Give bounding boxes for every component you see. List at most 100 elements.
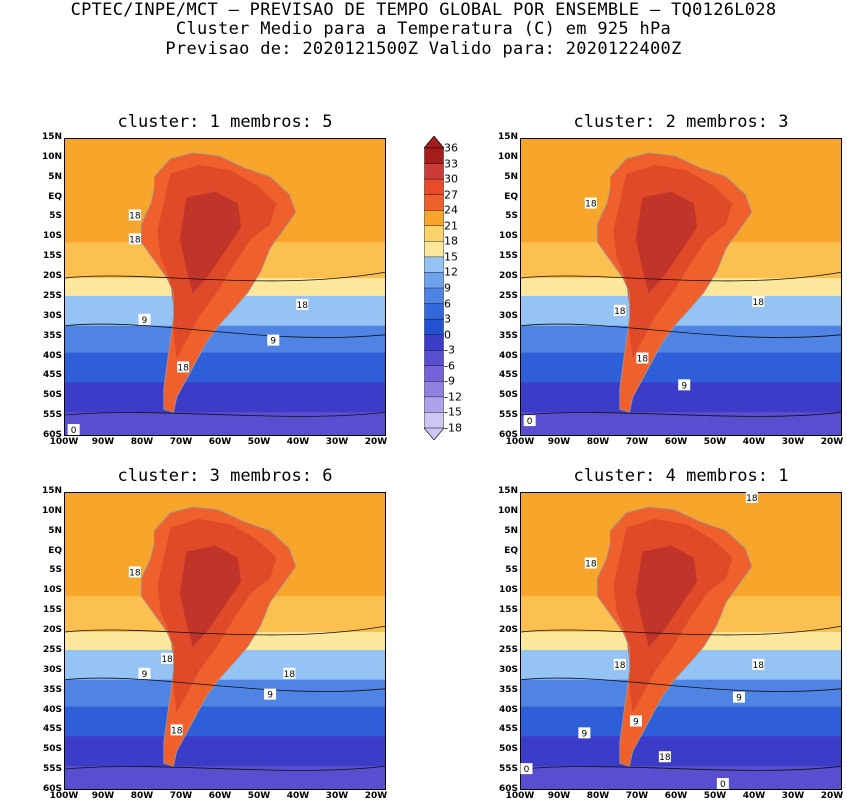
latitude-label: 60S	[42, 430, 62, 440]
contour-label: 18	[161, 655, 173, 665]
latitude-label: 35S	[498, 330, 518, 341]
colorbar-svg	[423, 135, 445, 441]
temperature-band	[520, 706, 842, 737]
colorbar-label: -18	[444, 421, 462, 435]
latitude-label: 10N	[41, 151, 62, 162]
colorbar	[423, 135, 445, 441]
latitude-label: 50S	[42, 390, 62, 401]
temperature-band	[64, 736, 386, 767]
map-panel-3: 18 18 18 9 9 18	[64, 492, 386, 790]
isotherm-0	[520, 765, 842, 771]
contour-label-bg	[732, 691, 745, 703]
contour-label-bg	[267, 334, 280, 346]
contour-label: 18	[614, 661, 626, 671]
colorbar-label: 12	[444, 265, 458, 279]
latitude-label: 5S	[49, 211, 62, 222]
contour-label-bg	[678, 379, 691, 391]
map-svg: 18 18 18 18 9 9 18 9 0 0	[520, 492, 842, 790]
map-header-line1: CPTEC/INPE/MCT – PREVISAO DE TEMPO GLOBA…	[70, 0, 777, 20]
panel-title-1: cluster: 1 membros: 5	[117, 112, 333, 132]
map-panel-2: 18 18 18 9 18 0	[520, 138, 842, 436]
latitude-label: 55S	[498, 410, 518, 421]
contour-label: 18	[284, 670, 296, 680]
latitude-label: 10N	[41, 505, 62, 516]
contour-label: 18	[753, 298, 765, 308]
isotherm-18	[64, 625, 386, 636]
contour-label-bg	[636, 352, 649, 364]
coastline	[140, 506, 297, 767]
latitude-label: 10S	[498, 585, 518, 596]
latitude-label: 30S	[498, 310, 518, 321]
contour-label: 9	[582, 729, 588, 739]
map-frame	[520, 492, 842, 790]
map-frame	[64, 492, 386, 790]
contour-label: 18	[753, 661, 765, 671]
latitude-label: 25S	[498, 644, 518, 655]
colorbar-label: 30	[444, 172, 458, 186]
contour-label: 9	[142, 316, 148, 326]
contour-label: 9	[270, 337, 276, 347]
longitude-label: 40W	[742, 791, 766, 801]
colorbar-label: 9	[444, 281, 451, 295]
longitude-label: 70W	[625, 437, 649, 447]
latitude-label: EQ	[504, 545, 518, 556]
contour-label: 18	[297, 301, 309, 311]
latitude-label: 30S	[498, 664, 518, 675]
latitude-label: 15N	[41, 132, 62, 142]
contour-label-bg	[177, 361, 190, 373]
isotherm-9	[64, 323, 386, 338]
latitude-label: 35S	[498, 684, 518, 695]
longitude-label: 20W	[364, 791, 388, 801]
contour-label: 18	[614, 307, 626, 317]
latitude-label: 50S	[42, 744, 62, 755]
contour-label: 18	[585, 560, 597, 570]
temperature-band	[64, 766, 386, 790]
latitude-label: 20S	[42, 271, 62, 282]
temperature-band	[520, 325, 842, 353]
panel-title-2: cluster: 2 membros: 3	[573, 112, 789, 132]
longitude-label: 80W	[586, 791, 610, 801]
hottest-region	[179, 545, 242, 647]
colorbar-segment	[424, 272, 444, 289]
contour-label: 9	[142, 670, 148, 680]
contour-label-bg	[283, 667, 296, 679]
latitude-label: 25S	[498, 290, 518, 301]
temperature-band	[520, 766, 842, 790]
isotherm-18	[64, 271, 386, 282]
longitude-label: 80W	[130, 437, 154, 447]
longitude-label: 50W	[247, 437, 271, 447]
colorbar-segment	[424, 381, 444, 398]
colorbar-segment	[424, 303, 444, 320]
contour-label-bg	[578, 727, 591, 739]
longitude-label: 20W	[364, 437, 388, 447]
longitude-label: 30W	[325, 791, 349, 801]
latitude-label: 10S	[42, 231, 62, 242]
contour-label: 18	[171, 726, 183, 736]
latitude-label: 5S	[505, 211, 518, 222]
temperature-band	[64, 412, 386, 436]
colorbar-label: -12	[444, 390, 462, 404]
longitude-label: 100W	[505, 791, 535, 801]
colorbar-label: 27	[444, 188, 458, 202]
latitude-label: 45S	[42, 724, 62, 735]
panel-title-4: cluster: 4 membros: 1	[573, 466, 789, 486]
contour-label: 18	[129, 235, 141, 245]
longitude-label: 50W	[703, 791, 727, 801]
longitude-label: 50W	[703, 437, 727, 447]
temperature-band	[520, 679, 842, 707]
map-svg: 18 18 18 9 9 18 0	[64, 138, 386, 436]
contour-label-bg	[658, 751, 671, 763]
colorbar-segment	[424, 256, 444, 274]
colorbar-label: -15	[444, 405, 462, 419]
longitude-label: 60W	[664, 791, 688, 801]
colorbar-segment	[424, 334, 444, 351]
longitude-label: 60W	[208, 437, 232, 447]
contour-label: 0	[71, 426, 77, 436]
latitude-label: 60S	[498, 430, 518, 440]
longitude-label: 40W	[286, 437, 310, 447]
longitude-label: 80W	[586, 437, 610, 447]
colorbar-label: 36	[444, 141, 458, 155]
temperature-band	[64, 679, 386, 707]
latitude-label: 55S	[42, 764, 62, 775]
longitude-label: 70W	[625, 791, 649, 801]
